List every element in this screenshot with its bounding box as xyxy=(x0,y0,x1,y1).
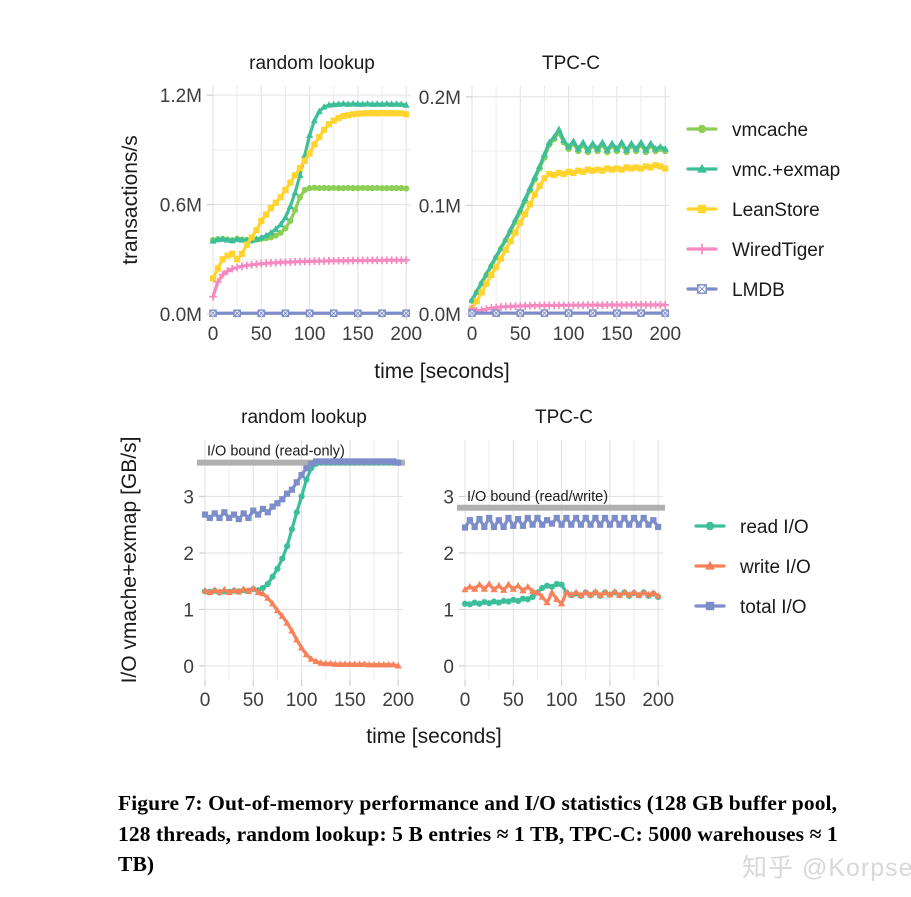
x-tick-label: 0 xyxy=(460,690,471,711)
x-tick-label: 200 xyxy=(390,324,422,345)
gridlines xyxy=(212,86,411,315)
axes: 0 50 100 150 200 0.0M 0.1M 0.2M xyxy=(419,88,681,345)
y-tick-label: 1 xyxy=(183,600,194,621)
panel-title: TPC-C xyxy=(535,407,593,428)
y-axis-title-top: transactions/s xyxy=(119,135,142,265)
series-write-i-o xyxy=(461,580,662,607)
y-tick-label: 0.2M xyxy=(419,88,461,109)
axes: 0 50 100 150 200 0 1 2 3 xyxy=(443,487,674,711)
x-tick-label: 200 xyxy=(649,324,681,345)
x-tick-label: 0 xyxy=(200,690,211,711)
series-vmc-exmap xyxy=(468,125,669,303)
x-tick-label: 150 xyxy=(594,690,626,711)
legend-item-leanstore: LeanStore xyxy=(686,200,820,221)
legend-label: LeanStore xyxy=(732,200,820,221)
y-tick-label: 0.1M xyxy=(419,196,461,217)
series-total-i-o xyxy=(201,458,402,523)
x-tick-label: 200 xyxy=(382,690,414,711)
legend-item-wiredtiger: WiredTiger xyxy=(686,240,825,261)
series-leanstore xyxy=(209,109,410,282)
gridlines xyxy=(464,440,663,680)
y-tick-label: 0.6M xyxy=(160,196,202,217)
x-tick-label: 100 xyxy=(546,690,578,711)
axes: 0 50 100 150 200 0 1 2 3 xyxy=(183,487,414,711)
legend-label: WiredTiger xyxy=(732,240,825,261)
legend-item-read-i-o: read I/O xyxy=(694,517,809,538)
chart-panel-throughput-random-lookup: 0 50 100 150 200 0.0M 0.6M 1.2M random lookup xyxy=(160,53,422,345)
series-lmdb xyxy=(209,309,410,318)
x-tick-label: 200 xyxy=(642,690,674,711)
y-tick-label: 0 xyxy=(443,657,454,678)
gridlines xyxy=(471,86,670,315)
x-tick-label: 150 xyxy=(334,690,366,711)
x-axis-title-top: time [seconds] xyxy=(374,360,509,383)
x-tick-label: 0 xyxy=(467,324,478,345)
legend-item-vmc-exmap: vmc.+exmap xyxy=(686,160,840,181)
legend-label: vmcache xyxy=(732,120,808,141)
legend-label: total I/O xyxy=(740,597,807,618)
panel-title: TPC-C xyxy=(542,53,600,74)
series-vmc-exmap xyxy=(209,100,410,244)
series-leanstore xyxy=(468,162,669,312)
chart-panel-throughput-tpcc: 0 50 100 150 200 0.0M 0.1M 0.2M TPC-C xyxy=(419,53,681,345)
y-tick-label: 0 xyxy=(183,657,194,678)
y-tick-label: 1.2M xyxy=(160,86,202,107)
legend-throughput: vmcache vmc.+exmap LeanStore WiredTiger LMDB xyxy=(686,120,840,301)
x-tick-label: 50 xyxy=(243,690,264,711)
io-bound-label: I/O bound (read-only) xyxy=(207,444,345,460)
x-tick-label: 50 xyxy=(503,690,524,711)
panel-title: random lookup xyxy=(249,53,375,74)
x-tick-label: 150 xyxy=(601,324,633,345)
axes: 0 50 100 150 200 0.0M 0.6M 1.2M xyxy=(160,86,422,345)
legend-label: LMDB xyxy=(732,280,785,301)
y-tick-label: 0.0M xyxy=(160,305,202,326)
x-tick-label: 150 xyxy=(342,324,374,345)
x-tick-label: 0 xyxy=(208,324,219,345)
watermark-label: 知乎 @Korpse xyxy=(742,854,911,882)
y-tick-label: 0.0M xyxy=(419,305,461,326)
gridlines xyxy=(204,440,403,680)
legend-item-total-i-o: total I/O xyxy=(694,597,807,618)
x-axis-title-bottom: time [seconds] xyxy=(366,725,501,748)
chart-panel-io-random-lookup: I/O bound (read-only) 0 50 100 150 200 0 1 2 3 ran… xyxy=(183,407,414,711)
legend-label: read I/O xyxy=(740,517,809,538)
series-total-i-o xyxy=(461,514,662,531)
series-lmdb xyxy=(468,309,669,317)
y-tick-label: 3 xyxy=(183,487,194,508)
series-wiredtiger xyxy=(209,256,411,301)
io-bound-label: I/O bound (read/write) xyxy=(467,489,608,505)
x-tick-label: 50 xyxy=(251,324,272,345)
legend-item-lmdb: LMDB xyxy=(686,280,785,301)
x-tick-label: 100 xyxy=(286,690,318,711)
legend-label: write I/O xyxy=(739,557,811,578)
x-tick-label: 100 xyxy=(294,324,326,345)
y-tick-label: 2 xyxy=(183,544,194,565)
panel-title: random lookup xyxy=(241,407,367,428)
legend-label: vmc.+exmap xyxy=(732,160,840,181)
x-tick-label: 50 xyxy=(510,324,531,345)
legend-io: read I/O write I/O total I/O xyxy=(694,517,811,618)
y-tick-label: 3 xyxy=(443,487,454,508)
x-tick-label: 100 xyxy=(553,324,585,345)
series-write-i-o xyxy=(201,584,402,669)
legend-item-write-i-o: write I/O xyxy=(694,557,811,578)
y-tick-label: 1 xyxy=(443,600,454,621)
chart-panel-io-tpcc: I/O bound (read/write) 0 50 100 150 200 0 1 2 3 TP… xyxy=(443,407,674,711)
legend-item-vmcache: vmcache xyxy=(686,120,808,141)
figure-caption: Figure 7: Out-of-memory performance and … xyxy=(118,791,838,877)
y-tick-label: 2 xyxy=(443,544,454,565)
y-axis-title-bottom: I/O vmache+exmap [GB/s] xyxy=(118,437,141,684)
